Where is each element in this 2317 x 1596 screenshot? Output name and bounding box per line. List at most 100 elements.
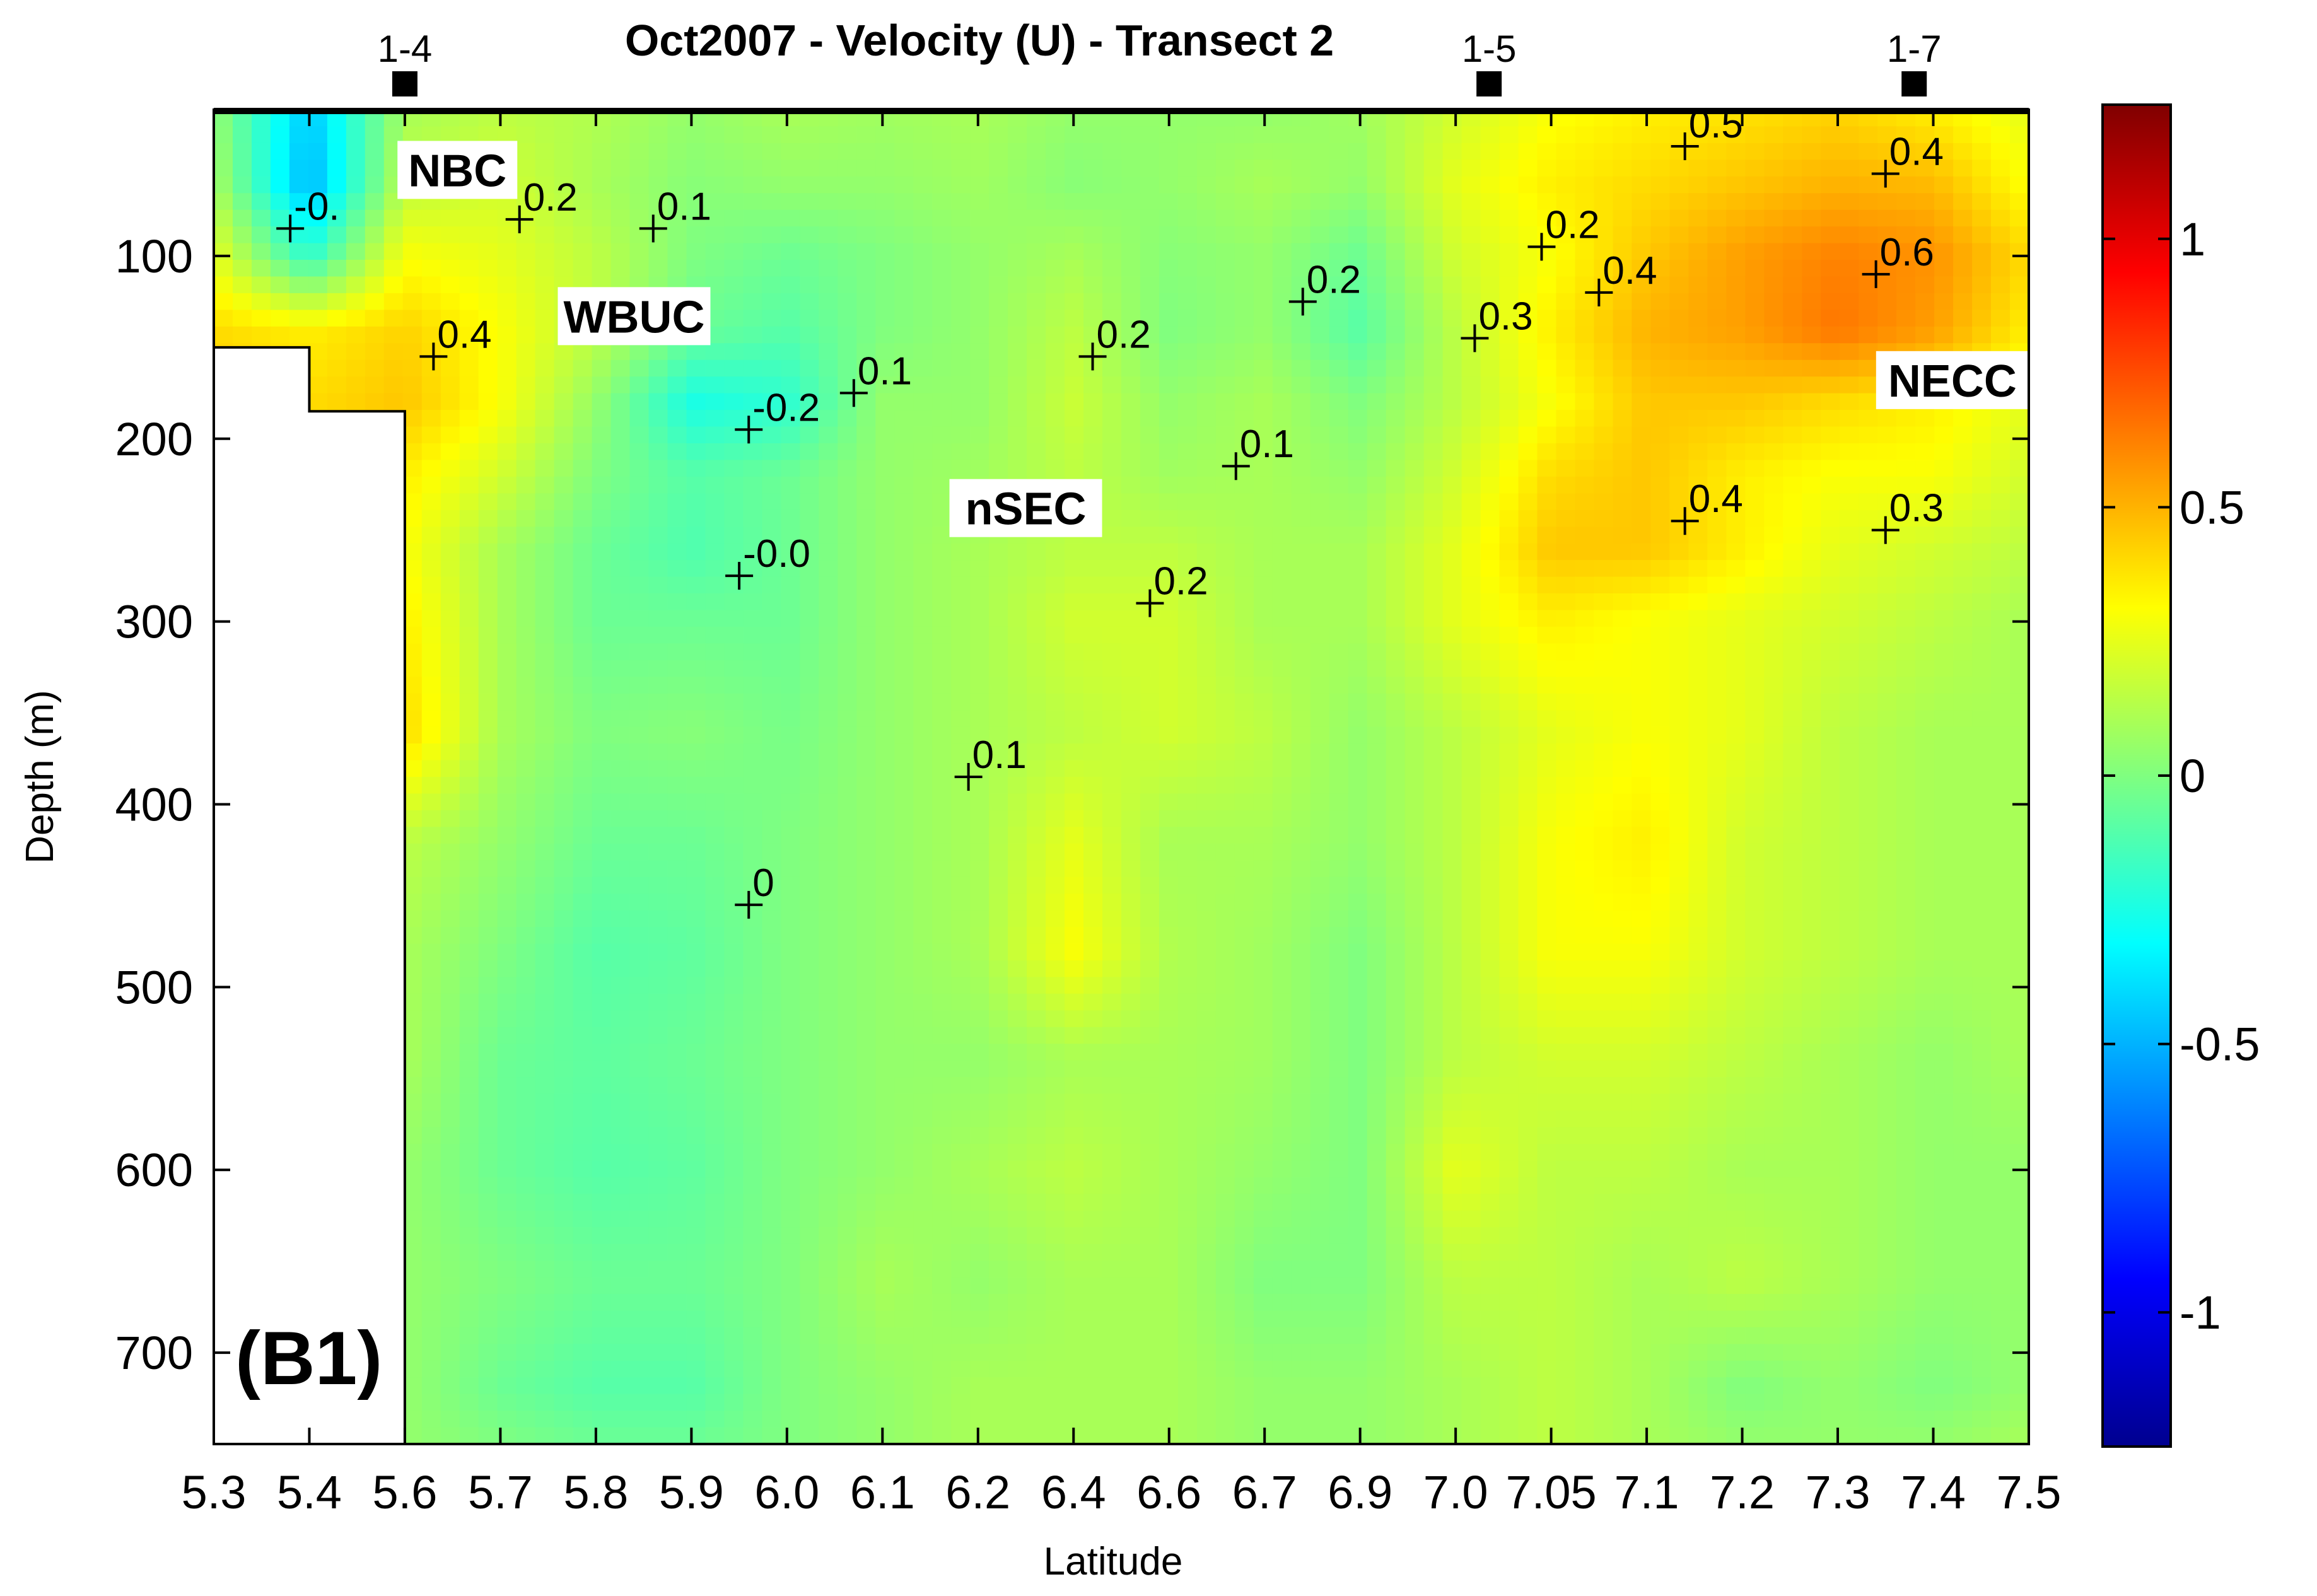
velocity-cell [1556,176,1576,194]
velocity-cell [289,243,309,260]
velocity-cell [1215,593,1235,611]
velocity-cell [1291,643,1311,661]
velocity-cell [1442,760,1462,778]
velocity-cell [1177,877,1198,894]
velocity-cell [1386,476,1406,494]
velocity-cell [1575,209,1595,227]
velocity-cell [383,126,404,144]
velocity-cell [686,410,706,428]
velocity-cell [1177,126,1198,144]
velocity-cell [1348,677,1368,694]
velocity-cell [1102,677,1122,694]
velocity-cell [535,476,555,494]
velocity-cell [989,543,1008,561]
velocity-cell [762,927,782,945]
velocity-cell [1083,793,1103,811]
velocity-cell [1726,276,1746,294]
velocity-cell [1688,426,1708,444]
velocity-cell [1291,359,1311,378]
velocity-cell [1159,310,1179,327]
velocity-cell [1613,260,1633,277]
velocity-cell [1442,793,1462,811]
velocity-cell [1329,677,1349,694]
velocity-cell [610,510,631,528]
velocity-cell [1177,777,1198,795]
velocity-cell [1234,143,1254,161]
velocity-cell [610,560,631,578]
velocity-cell [214,293,233,311]
velocity-cell [554,860,574,878]
velocity-cell [1669,960,1690,978]
velocity-cell [932,176,952,194]
velocity-cell [1083,193,1103,211]
velocity-cell [610,777,631,795]
velocity-cell [1348,209,1368,227]
velocity-cell [1707,843,1727,861]
velocity-cell [1310,693,1330,711]
velocity-cell [1783,126,1803,144]
velocity-cell [1461,593,1481,611]
velocity-cell [1310,359,1330,378]
velocity-cell [1877,610,1897,627]
velocity-cell [1215,743,1235,761]
velocity-cell [743,843,763,861]
velocity-cell [1386,226,1406,244]
velocity-cell [440,560,460,578]
velocity-cell [1177,343,1198,361]
velocity-cell [554,343,574,361]
velocity-cell [1518,910,1538,928]
velocity-cell [1556,359,1576,378]
velocity-cell [1745,576,1765,594]
velocity-cell [1386,493,1406,511]
velocity-cell [838,726,858,744]
velocity-cell [913,326,933,344]
velocity-cell [648,610,668,627]
velocity-cell [1159,860,1179,878]
velocity-cell [459,927,479,945]
velocity-cell [346,293,366,311]
velocity-cell [1556,410,1576,428]
velocity-cell [1102,126,1122,144]
velocity-cell [1877,877,1897,894]
velocity-cell [1821,209,1840,227]
velocity-cell [913,877,933,894]
velocity-cell [1556,260,1576,277]
velocity-cell [459,660,479,678]
velocity-cell [894,660,914,678]
velocity-cell [1688,827,1708,844]
velocity-cell [932,726,952,744]
velocity-cell [1518,610,1538,627]
velocity-cell [1348,443,1368,461]
velocity-cell [1726,610,1746,627]
velocity-cell [970,960,989,978]
velocity-cell [1537,677,1557,694]
velocity-cell [1027,359,1046,378]
velocity-cell [875,626,896,644]
velocity-cell [1783,310,1803,327]
velocity-cell [1348,927,1368,945]
velocity-cell [1442,777,1462,795]
velocity-cell [1121,726,1141,744]
velocity-cell [535,726,555,744]
velocity-cell [875,677,896,694]
velocity-cell [1840,476,1859,494]
velocity-cell [535,393,555,411]
velocity-cell [233,293,252,311]
velocity-cell [819,359,839,378]
velocity-cell [1065,910,1084,928]
velocity-cell [1669,726,1690,744]
velocity-cell [1745,894,1765,911]
velocity-cell [1707,543,1727,561]
velocity-cell [856,927,877,945]
velocity-cell [421,260,441,277]
velocity-cell [497,927,517,945]
velocity-cell [1215,393,1235,411]
velocity-cell [648,827,668,844]
velocity-cell [743,143,763,161]
velocity-cell [1669,426,1690,444]
velocity-cell [1065,410,1084,428]
velocity-cell [667,927,687,945]
velocity-cell [1329,960,1349,978]
velocity-cell [289,160,309,177]
velocity-cell [705,493,725,511]
